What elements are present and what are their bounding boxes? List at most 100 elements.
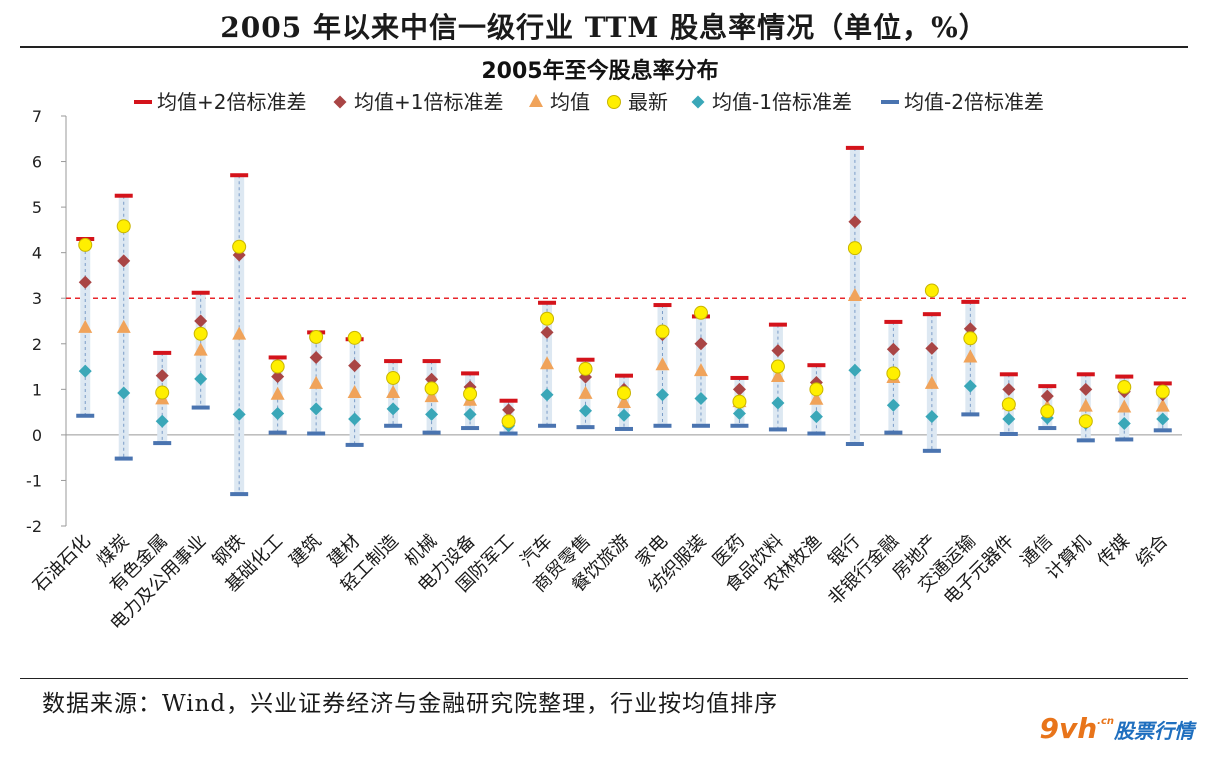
- point-minus1: [540, 388, 554, 402]
- point-minus2: [268, 430, 287, 435]
- point-plus1: [117, 254, 131, 268]
- x-tick-label: 计算机: [1042, 531, 1095, 584]
- point-latest: [770, 359, 785, 374]
- point-minus2: [1115, 437, 1134, 442]
- x-tick-label: 综合: [1132, 531, 1172, 571]
- legend-label-mean: 均值: [550, 90, 590, 114]
- point-mean: [424, 389, 439, 403]
- dividend-yield-chart: 2005年至今股息率分布 均值+2倍标准差 均值+1倍标准差 均值 最新 均值-1倍标准…: [26, 58, 1186, 635]
- point-plus2: [191, 290, 210, 295]
- legend-label-latest: 最新: [628, 90, 668, 114]
- point-latest: [732, 394, 747, 409]
- point-minus1: [1002, 412, 1016, 426]
- point-plus2: [845, 145, 864, 150]
- point-plus1: [194, 314, 208, 328]
- point-plus2: [422, 359, 441, 364]
- point-mean: [770, 369, 785, 383]
- point-mean: [924, 375, 939, 389]
- point-plus2: [268, 355, 287, 360]
- legend-item-plus1: 均值+1倍标准差: [333, 90, 503, 114]
- bottom-rule: [20, 678, 1188, 679]
- point-minus1: [386, 402, 400, 416]
- point-mean: [347, 384, 362, 398]
- point-plus2: [576, 357, 595, 362]
- point-minus1: [425, 407, 439, 421]
- point-minus2: [884, 430, 903, 435]
- point-minus2: [1076, 438, 1095, 443]
- point-minus1: [271, 406, 285, 420]
- point-minus1: [78, 364, 92, 378]
- point-latest: [386, 370, 401, 385]
- point-latest: [1155, 384, 1170, 399]
- point-latest: [270, 359, 285, 374]
- x-tick-label: 传媒: [1094, 531, 1134, 571]
- y-tick-label: 7: [32, 107, 42, 126]
- point-mean: [78, 319, 93, 333]
- y-tick-label: 3: [32, 289, 42, 308]
- x-tick-label: 建筑: [285, 531, 325, 571]
- point-latest: [309, 329, 324, 344]
- point-mean: [847, 287, 862, 301]
- legend-item-minus1: 均值-1倍标准差: [691, 90, 852, 114]
- watermark-domain: .cn: [1097, 716, 1114, 727]
- point-mean: [1078, 398, 1093, 412]
- point-minus1: [579, 404, 593, 418]
- point-minus2: [768, 427, 787, 432]
- point-minus2: [114, 456, 133, 461]
- point-plus2: [499, 398, 518, 403]
- chart-legend: 均值+2倍标准差 均值+1倍标准差 均值 最新 均值-1倍标准差 均值-2倍标准差: [134, 90, 1044, 114]
- point-minus2: [76, 413, 95, 418]
- point-mean: [617, 395, 631, 408]
- point-minus2: [807, 431, 826, 436]
- point-plus1: [1079, 382, 1093, 396]
- point-plus1: [886, 342, 900, 356]
- point-minus1: [694, 391, 708, 405]
- watermark: 9vh.cn股票行情: [1039, 712, 1194, 745]
- y-tick-label: 0: [32, 426, 42, 445]
- point-mean: [693, 363, 708, 377]
- point-plus1: [78, 275, 92, 289]
- legend-label-plus2: 均值+2倍标准差: [157, 90, 306, 114]
- point-minus1: [155, 414, 169, 428]
- point-minus1: [925, 410, 939, 424]
- point-mean: [1155, 398, 1170, 412]
- point-plus1: [1002, 382, 1016, 396]
- point-plus2: [1038, 384, 1057, 389]
- point-latest: [347, 330, 362, 345]
- point-mean: [386, 384, 401, 398]
- point-minus2: [538, 423, 557, 428]
- point-plus1: [348, 359, 362, 373]
- point-mean: [655, 357, 670, 371]
- point-plus2: [999, 372, 1018, 377]
- legend-item-latest: 最新: [607, 90, 668, 114]
- point-minus2: [422, 430, 441, 435]
- point-minus2: [845, 442, 864, 446]
- point-minus2: [576, 425, 595, 430]
- point-minus2: [615, 426, 633, 431]
- x-tick-label: 石油石化: [29, 531, 95, 597]
- point-mean: [809, 391, 824, 405]
- point-minus2: [307, 431, 326, 436]
- point-latest: [1040, 404, 1055, 419]
- point-minus1: [1117, 417, 1131, 430]
- point-plus2: [384, 359, 403, 364]
- point-plus1: [848, 215, 862, 229]
- point-minus1: [655, 388, 669, 402]
- point-latest: [1078, 414, 1093, 429]
- y-tick-label: 6: [32, 153, 42, 172]
- legend-item-mean: 均值: [529, 90, 590, 114]
- point-latest: [693, 305, 708, 320]
- point-minus1: [848, 363, 862, 377]
- point-plus1: [502, 403, 516, 417]
- point-minus2: [461, 426, 480, 431]
- point-minus1: [117, 386, 131, 400]
- point-mean: [963, 349, 978, 363]
- point-mean: [116, 319, 131, 333]
- point-latest: [578, 361, 593, 376]
- point-minus2: [999, 431, 1018, 436]
- point-plus2: [653, 303, 672, 308]
- point-plus2: [884, 319, 903, 324]
- point-minus1: [232, 407, 246, 421]
- point-mean: [1117, 399, 1132, 413]
- point-minus2: [153, 441, 172, 446]
